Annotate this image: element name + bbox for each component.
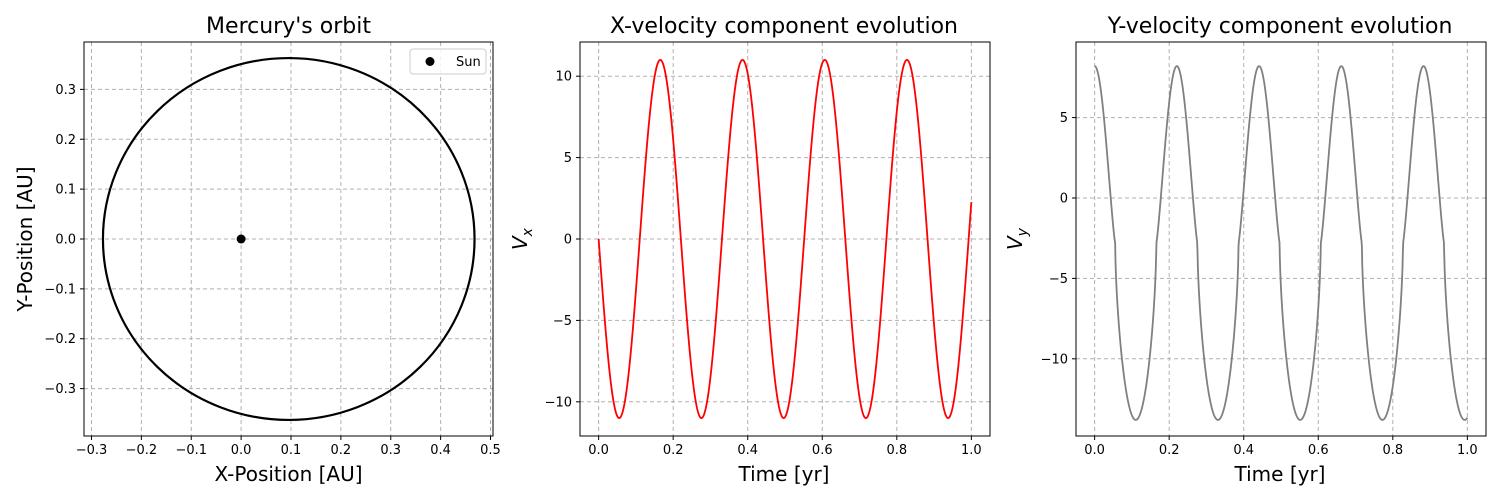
orbit-x-axis-label: X-Position [AU]: [214, 462, 362, 486]
vy-y-tick-label: 5: [1060, 111, 1068, 126]
vx-x-tick-label: 0.6: [812, 443, 833, 458]
vx-x-tick-label: 0.4: [737, 443, 758, 458]
vx-y-tick-label: −10: [545, 395, 572, 410]
legend-label-sun: Sun: [456, 55, 481, 70]
vy-axes-frame: [1075, 41, 1487, 437]
orbit-grid: [84, 42, 493, 436]
vx-panel: X-velocity component evolution 0.0 0.2 0.4…: [508, 14, 991, 486]
orbit-title: Mercury's orbit: [206, 14, 371, 39]
vy-panel: Y-velocity component evolution 0.0 0.2 0.4…: [1003, 14, 1487, 486]
vx-x-tick-label: 0.2: [663, 443, 684, 458]
vy-series-line: [1094, 65, 1469, 421]
vx-grid: [580, 42, 990, 436]
vy-y-tick-label: −10: [1041, 352, 1068, 367]
vy-y-tick-label: −5: [1049, 272, 1068, 287]
vx-plot-area: [597, 58, 973, 420]
orbit-panel: Mercury's orbit −0.3 −0.2 −0.1 0.0 0.1 0.2 0.3…: [13, 14, 501, 486]
orbit-x-tick-label: 0.1: [281, 443, 302, 458]
orbit-x-tick-label: 0.5: [480, 443, 501, 458]
vy-y-axis-label: Vy: [1003, 227, 1031, 250]
orbit-y-tick-label: −0.3: [44, 382, 76, 397]
orbit-y-tick-label: −0.2: [44, 332, 76, 347]
vx-title: X-velocity component evolution: [610, 14, 958, 39]
sun-marker: [236, 234, 246, 244]
orbit-x-tick-label: 0.4: [430, 443, 451, 458]
vx-x-tick-label: 0.8: [886, 443, 907, 458]
vx-x-tick-label: 0.0: [588, 443, 609, 458]
orbit-y-tick-label: 0.0: [55, 233, 76, 248]
orbit-y-tick-label: 0.1: [55, 183, 76, 198]
legend-box: [409, 48, 487, 75]
vy-x-axis-label: Time [yr]: [1234, 462, 1326, 486]
orbit-y-axis-label: Y-Position [AU]: [13, 166, 37, 312]
orbit-x-tick-label: −0.2: [126, 443, 158, 458]
vy-x-tick-label: 0.2: [1159, 443, 1180, 458]
vx-series-line: [597, 58, 973, 420]
legend-marker-sun: [425, 57, 435, 66]
orbit-x-tick-label: 0.2: [331, 443, 352, 458]
vx-ticks: 0.0 0.2 0.4 0.6 0.8 1.0 −10 −5 0 5 10: [545, 70, 982, 458]
vx-y-axis-label: Vx: [508, 227, 536, 250]
orbit-ticks: −0.3 −0.2 −0.1 0.0 0.1 0.2 0.3 0.4 0.5 −0.3 −0.2 −0…: [44, 83, 500, 458]
vy-plot-area: [1094, 65, 1469, 421]
vx-y-tick-label: 0: [564, 233, 572, 248]
vx-y-tick-label: 5: [564, 151, 572, 166]
vy-x-tick-label: 1.0: [1457, 443, 1478, 458]
orbit-x-tick-label: 0.3: [380, 443, 401, 458]
orbit-x-tick-label: 0.0: [231, 443, 252, 458]
vy-y-tick-label: 0: [1060, 191, 1068, 206]
vx-x-tick-label: 1.0: [961, 443, 982, 458]
vy-title: Y-velocity component evolution: [1107, 14, 1453, 39]
orbit-y-tick-label: 0.2: [55, 133, 76, 148]
orbit-path: [101, 56, 476, 422]
vy-ylabel-main: V: [1003, 235, 1027, 250]
vy-grid: [1076, 42, 1486, 436]
vy-x-tick-label: 0.8: [1382, 443, 1403, 458]
vx-x-axis-label: Time [yr]: [738, 462, 830, 486]
vx-ylabel-main: V: [508, 235, 532, 250]
orbit-y-tick-label: −0.1: [44, 282, 76, 297]
orbit-plot-area: [101, 56, 476, 422]
vy-x-tick-label: 0.0: [1084, 443, 1105, 458]
vy-x-tick-label: 0.4: [1233, 443, 1254, 458]
orbit-x-tick-label: −0.3: [76, 443, 108, 458]
orbit-legend: Sun: [409, 48, 487, 75]
vx-y-tick-label: −5: [553, 314, 572, 329]
vy-ticks: 0.0 0.2 0.4 0.6 0.8 1.0 −10 −5 0 5: [1041, 111, 1478, 458]
vy-ylabel-subscript: y: [1015, 227, 1031, 237]
vy-x-tick-label: 0.6: [1308, 443, 1329, 458]
orbit-y-tick-label: 0.3: [55, 83, 76, 98]
orbit-x-tick-label: −0.1: [175, 443, 207, 458]
vx-y-tick-label: 10: [555, 70, 572, 85]
vx-ylabel-subscript: x: [520, 227, 536, 237]
